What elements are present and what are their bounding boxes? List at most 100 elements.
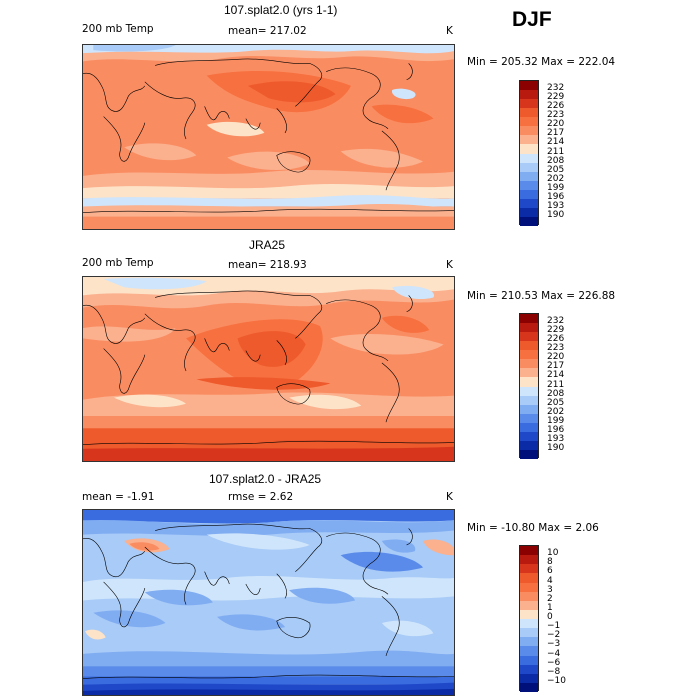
- colorbar-tick-label: 208: [547, 388, 565, 399]
- colorbar-swatch: [520, 117, 538, 127]
- panel-1-mean-label: mean= 217.02: [228, 25, 307, 37]
- colorbar-swatch: [520, 99, 538, 109]
- colorbar-swatch: [520, 350, 538, 360]
- colorbar-tick-label: 214: [547, 370, 565, 381]
- colorbar-swatch: [520, 162, 538, 172]
- colorbar-swatch: [520, 216, 538, 226]
- colorbar-tick-label: −1: [547, 621, 561, 632]
- colorbar-tick-label: 196: [547, 424, 565, 435]
- colorbar-tick-label: 205: [547, 164, 565, 175]
- panel-1-units: K: [446, 25, 453, 37]
- panel-3-mean-label: mean = -1.91: [82, 491, 155, 503]
- colorbar-swatch: [520, 359, 538, 369]
- panel-3-map: [82, 509, 455, 696]
- panel-1-minmax: Min = 205.32 Max = 222.04: [467, 56, 616, 68]
- colorbar-tick-label: 208: [547, 155, 565, 166]
- colorbar-swatch: [520, 431, 538, 441]
- colorbar-swatch: [520, 341, 538, 351]
- colorbar-swatch: [520, 422, 538, 432]
- panel-2-units: K: [446, 259, 453, 271]
- panel-2-colorbar: [519, 313, 539, 459]
- colorbar-tick-label: 0: [547, 612, 553, 622]
- colorbar-swatch: [520, 609, 538, 619]
- colorbar-swatch: [520, 628, 538, 638]
- colorbar-swatch: [520, 368, 538, 378]
- colorbar-tick-label: 211: [547, 146, 565, 157]
- colorbar-swatch: [520, 395, 538, 405]
- colorbar-tick-label: 232: [547, 83, 565, 94]
- colorbar-tick-label: 220: [547, 352, 565, 363]
- colorbar-tick-label: −3: [547, 639, 561, 650]
- colorbar-tick-label: 226: [547, 101, 565, 112]
- colorbar-swatch: [520, 600, 538, 610]
- panel-2-variable-label: 200 mb Temp: [82, 257, 154, 269]
- colorbar-swatch: [520, 180, 538, 190]
- colorbar-tick-label: −8: [547, 666, 561, 677]
- colorbar-swatch: [520, 404, 538, 414]
- colorbar-swatch: [520, 126, 538, 136]
- colorbar-tick-label: 229: [547, 92, 565, 103]
- colorbar-tick-label: 211: [547, 379, 565, 390]
- colorbar-tick-label: −2: [547, 630, 561, 641]
- colorbar-swatch: [520, 582, 538, 592]
- colorbar-tick-label: 199: [547, 415, 565, 426]
- panel-1-colorbar: [519, 80, 539, 226]
- colorbar-swatch: [520, 619, 538, 629]
- colorbar-swatch: [520, 555, 538, 565]
- colorbar-swatch: [520, 682, 538, 692]
- colorbar-tick-label: 193: [547, 433, 565, 444]
- panel-3-title: 107.splat2.0 - JRA25: [209, 472, 322, 486]
- colorbar-tick-label: 223: [547, 110, 565, 121]
- colorbar-tick-label: 196: [547, 191, 565, 202]
- colorbar-tick-label: 217: [547, 361, 565, 372]
- colorbar-swatch: [520, 655, 538, 665]
- colorbar-swatch: [520, 135, 538, 145]
- colorbar-swatch: [520, 198, 538, 208]
- colorbar-tick-label: 217: [547, 128, 565, 139]
- panel-3-minmax: Min = -10.80 Max = 2.06: [467, 522, 599, 534]
- colorbar-tick-label: 202: [547, 173, 565, 184]
- colorbar-swatch: [520, 564, 538, 574]
- colorbar-swatch: [520, 440, 538, 450]
- panel-3-units: K: [446, 491, 453, 503]
- colorbar-swatch: [520, 81, 538, 91]
- panel-2-minmax: Min = 210.53 Max = 226.88: [467, 290, 616, 302]
- colorbar-tick-label: 226: [547, 334, 565, 345]
- colorbar-tick-label: 202: [547, 406, 565, 417]
- colorbar-swatch: [520, 207, 538, 217]
- colorbar-swatch: [520, 673, 538, 683]
- colorbar-swatch: [520, 323, 538, 333]
- colorbar-swatch: [520, 637, 538, 647]
- season-label: DJF: [512, 8, 552, 31]
- colorbar-tick-label: 4: [547, 575, 553, 586]
- colorbar-tick-label: 223: [547, 343, 565, 354]
- colorbar-swatch: [520, 664, 538, 674]
- colorbar-swatch: [520, 171, 538, 181]
- panel-1-map: [82, 44, 455, 230]
- colorbar-tick-label: 190: [547, 209, 565, 220]
- colorbar-tick-label: 214: [547, 137, 565, 148]
- colorbar-swatch: [520, 108, 538, 118]
- colorbar-tick-label: 3: [547, 584, 553, 595]
- colorbar-tick-label: 6: [547, 566, 553, 577]
- panel-2-map: [82, 276, 455, 462]
- panel-3-colorbar: [519, 545, 539, 692]
- colorbar-tick-label: 220: [547, 119, 565, 130]
- colorbar-tick-label: 1: [547, 602, 553, 613]
- colorbar-tick-label: 199: [547, 182, 565, 193]
- panel-3-rmse-label: rmse = 2.62: [228, 491, 294, 503]
- colorbar-tick-label: −4: [547, 648, 561, 659]
- colorbar-swatch: [520, 90, 538, 100]
- colorbar-tick-label: 232: [547, 316, 565, 327]
- panel-2-title: JRA25: [249, 238, 286, 252]
- colorbar-swatch: [520, 153, 538, 163]
- colorbar-tick-label: 193: [547, 200, 565, 211]
- panel-1-variable-label: 200 mb Temp: [82, 23, 154, 35]
- colorbar-tick-label: 10: [547, 548, 559, 559]
- colorbar-swatch: [520, 413, 538, 423]
- colorbar-tick-label: −10: [547, 675, 566, 686]
- colorbar-swatch: [520, 144, 538, 154]
- colorbar-tick-label: 190: [547, 442, 565, 453]
- colorbar-tick-label: 205: [547, 397, 565, 408]
- colorbar-swatch: [520, 546, 538, 556]
